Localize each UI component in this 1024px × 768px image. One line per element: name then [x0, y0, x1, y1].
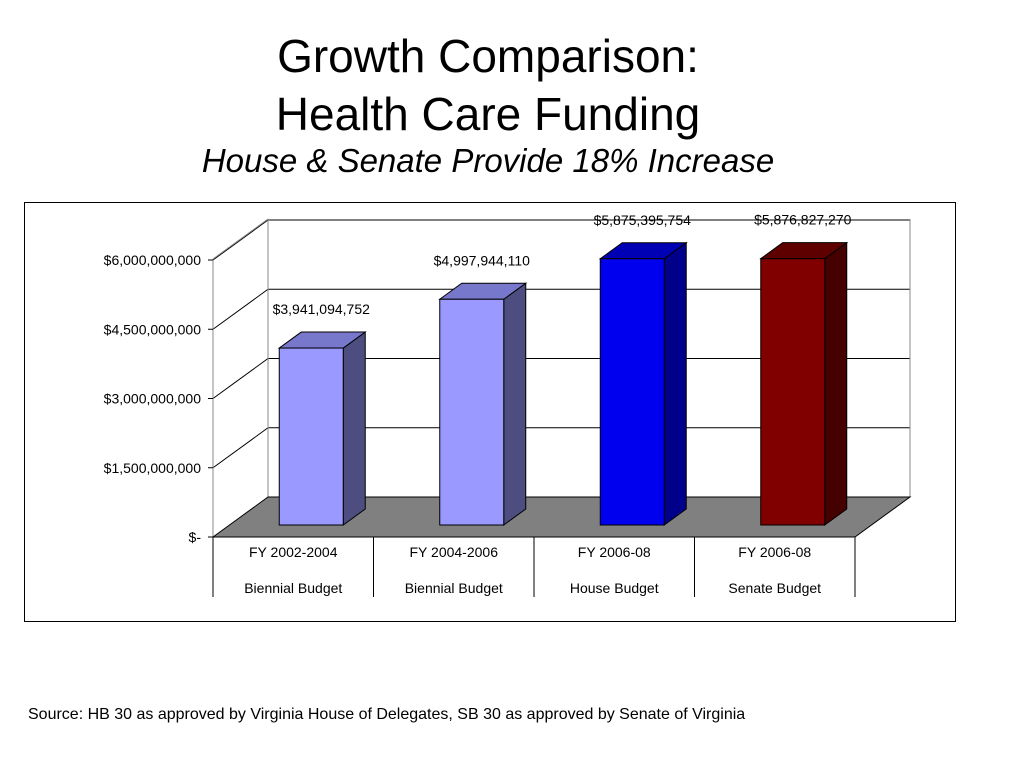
x-tick-sublabel: House Budget: [570, 580, 659, 596]
data-label: $3,941,094,752: [273, 301, 371, 317]
x-tick-label: FY 2006-08: [578, 544, 651, 560]
x-tick-label: FY 2002-2004: [249, 544, 338, 560]
chart-frame: $- $1,500,000,000 $3,000,000,000 $4,500,000…: [24, 202, 956, 622]
bar-side: [824, 241, 848, 526]
side-gridline: [212, 288, 269, 330]
side-wall-top-edge: [212, 218, 269, 260]
data-label: $4,997,944,110: [434, 252, 530, 268]
bar-side: [342, 331, 366, 526]
title-block: Growth Comparison: Health Care Funding H…: [0, 0, 976, 181]
bar: [599, 258, 665, 526]
y-tick-label: $-: [189, 529, 202, 545]
y-tick-label: $6,000,000,000: [104, 252, 202, 268]
bar: [439, 298, 505, 526]
y-tick-label: $4,500,000,000: [104, 321, 202, 337]
bar-side: [503, 282, 527, 526]
subtitle: House & Senate Provide 18% Increase: [201, 142, 775, 179]
data-label: $5,875,395,754: [594, 212, 692, 228]
title-line-1: Growth Comparison:: [277, 30, 699, 82]
x-tick-sublabel: Biennial Budget: [244, 580, 342, 596]
side-gridline: [212, 219, 269, 261]
y-tick-label: $3,000,000,000: [104, 391, 202, 407]
bar: [278, 347, 344, 526]
bar-side: [663, 241, 687, 526]
source-note: Source: HB 30 as approved by Virginia Ho…: [28, 706, 746, 723]
side-gridline: [212, 427, 269, 469]
side-gridline: [212, 358, 269, 399]
title-line-2: Health Care Funding: [275, 88, 701, 140]
data-label: $5,876,827,270: [754, 212, 852, 228]
bar: [760, 258, 826, 526]
x-tick-sublabel: Senate Budget: [728, 580, 821, 596]
x-tick-sublabel: Biennial Budget: [405, 580, 503, 596]
bar-chart: $- $1,500,000,000 $3,000,000,000 $4,500,000…: [104, 212, 912, 597]
y-tick-label: $1,500,000,000: [104, 460, 202, 476]
x-tick-label: FY 2006-08: [738, 544, 811, 560]
x-tick-label: FY 2004-2006: [410, 544, 499, 560]
